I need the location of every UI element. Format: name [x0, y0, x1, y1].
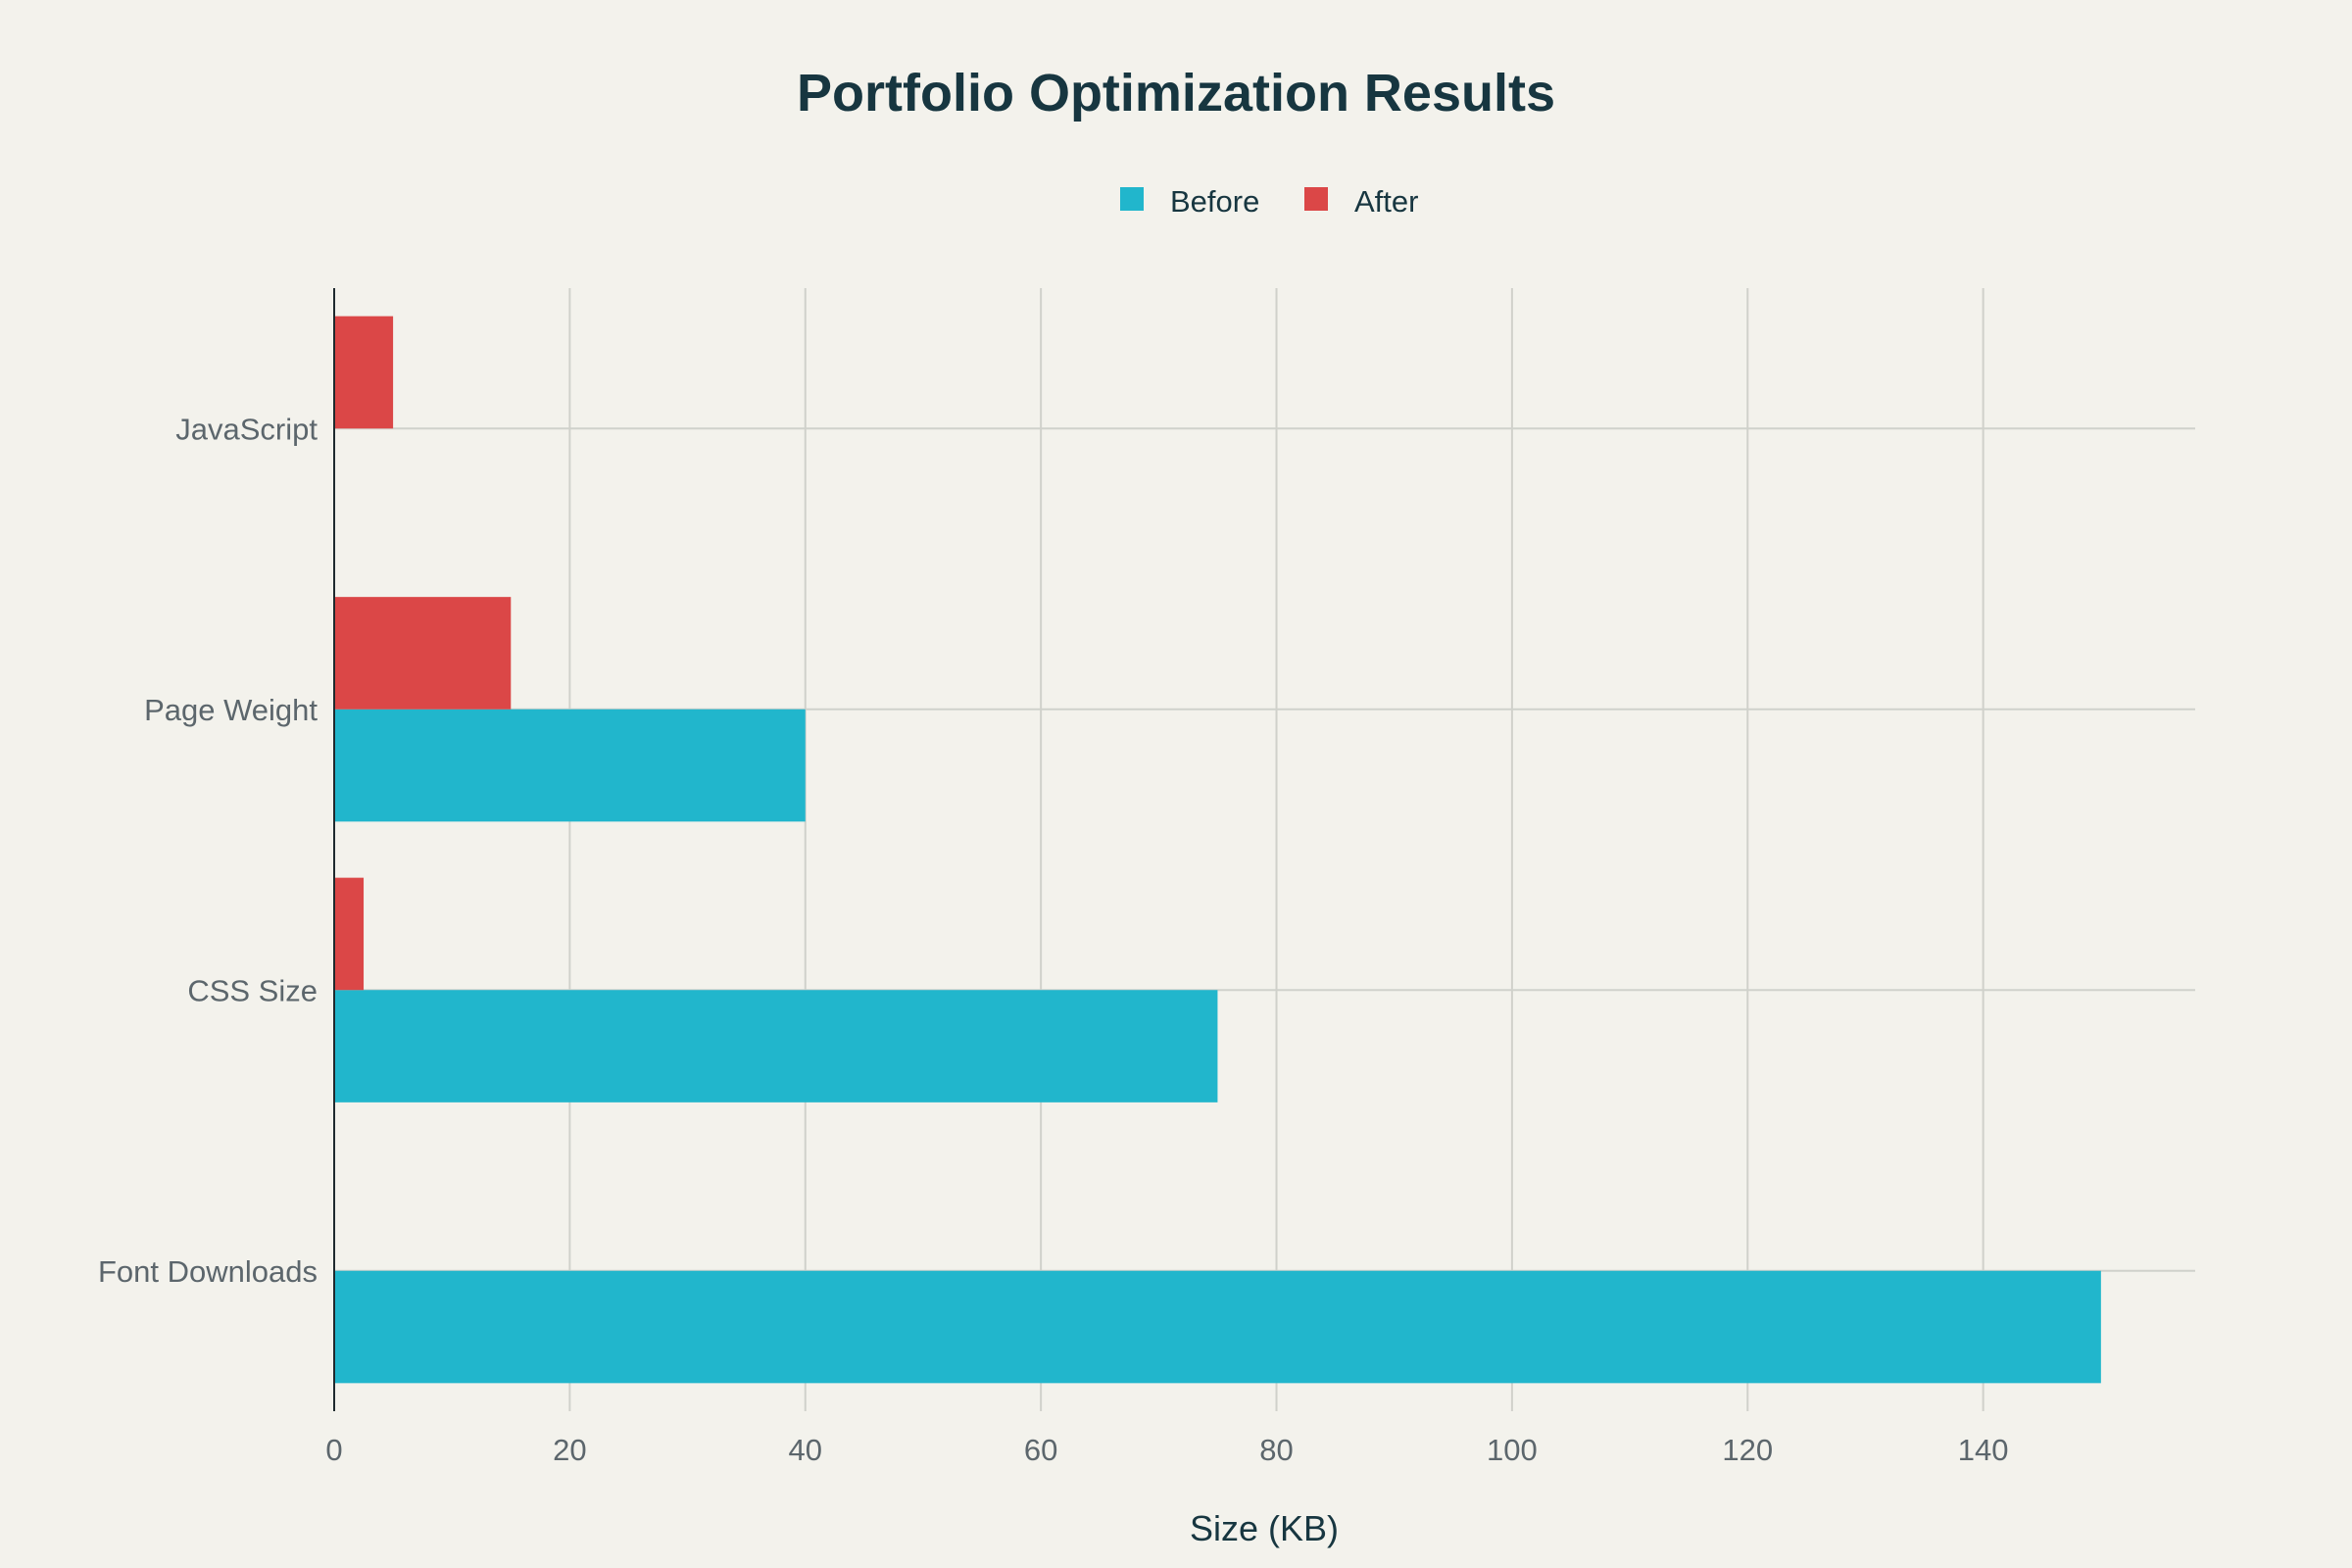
legend-swatch-before [1120, 187, 1144, 211]
bar-after-page-weight [334, 597, 512, 710]
y-tick-label: Font Downloads [98, 1254, 318, 1289]
legend-label-before: Before [1170, 184, 1259, 219]
bar-before-page-weight [334, 709, 806, 822]
bar-after-javascript [334, 316, 394, 429]
x-tick-label: 40 [789, 1433, 822, 1467]
x-tick-label: 20 [553, 1433, 586, 1467]
legend-swatch-after [1304, 187, 1328, 211]
legend: Before After [1120, 184, 1418, 219]
x-tick-label: 0 [325, 1433, 342, 1467]
y-tick-label: CSS Size [187, 973, 318, 1007]
gridlines [334, 288, 2195, 1411]
x-tick-label: 120 [1722, 1433, 1773, 1467]
bars [334, 316, 2101, 1384]
y-tick-label: Page Weight [144, 693, 318, 727]
y-axis-tick-labels: JavaScript Page Weight CSS Size Font Downlo… [98, 412, 318, 1289]
x-axis-title: Size (KB) [1190, 1508, 1339, 1548]
y-tick-label: JavaScript [175, 412, 318, 446]
legend-label-after: After [1354, 184, 1418, 219]
chart-title: Portfolio Optimization Results [797, 64, 1555, 122]
bar-before-font-downloads [334, 1270, 2101, 1384]
x-tick-label: 80 [1259, 1433, 1293, 1467]
bar-after-css-size [334, 877, 365, 991]
x-tick-label: 60 [1024, 1433, 1057, 1467]
x-tick-label: 100 [1487, 1433, 1538, 1467]
x-tick-label: 140 [1958, 1433, 2009, 1467]
bar-before-css-size [334, 990, 1218, 1102]
x-axis-tick-labels: 0 20 40 60 80 100 120 140 [325, 1433, 2008, 1467]
